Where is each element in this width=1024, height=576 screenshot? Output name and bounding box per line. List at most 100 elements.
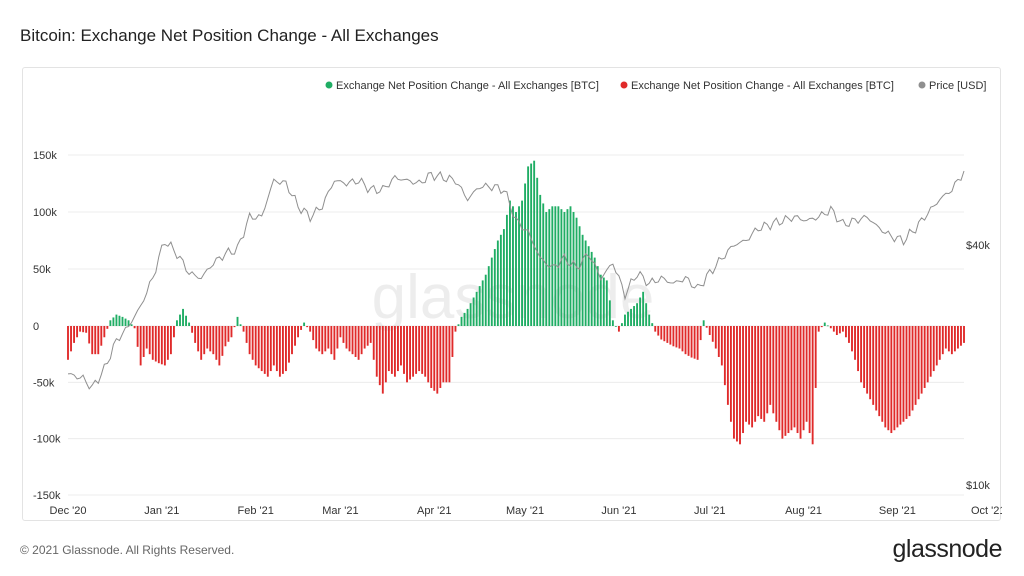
bar (608, 300, 611, 326)
bar (766, 326, 769, 414)
bar (436, 326, 439, 394)
bar (814, 326, 817, 388)
y-tick-label: 150k (33, 150, 57, 162)
bar (285, 326, 287, 372)
bar (448, 326, 451, 383)
legend-label: Price [USD] (929, 80, 986, 92)
bar (675, 326, 678, 348)
bar (191, 326, 194, 333)
bar (333, 326, 336, 360)
bar (944, 326, 947, 349)
bar (360, 326, 363, 355)
bar (439, 326, 442, 388)
bar (424, 326, 427, 377)
bar (890, 326, 893, 434)
bar (97, 326, 100, 355)
bar (445, 326, 448, 383)
bar (278, 326, 281, 377)
bar (342, 326, 345, 343)
bars-group (67, 160, 965, 445)
bar (330, 326, 333, 355)
bar (820, 326, 823, 328)
bar (339, 326, 342, 338)
bar (315, 326, 318, 349)
bar (621, 323, 623, 326)
bar (400, 326, 402, 366)
y-tick-label: -150k (33, 490, 61, 502)
bar (412, 326, 415, 377)
bar (693, 326, 696, 359)
bar (372, 326, 375, 360)
bar (336, 326, 339, 349)
bar (708, 326, 711, 336)
bar (163, 326, 166, 366)
bar (209, 326, 212, 352)
bar (624, 314, 626, 326)
bar (306, 326, 309, 328)
bar (94, 326, 97, 355)
bar (551, 206, 554, 326)
bar (778, 326, 781, 431)
bar (663, 326, 666, 342)
bar (714, 326, 717, 349)
bar (881, 326, 884, 422)
bar (590, 251, 593, 326)
bar (67, 326, 69, 360)
price-line-group (67, 170, 965, 390)
bar (793, 326, 796, 428)
bar (611, 320, 614, 326)
bar (91, 326, 94, 355)
page-title: Bitcoin: Exchange Net Position Change - … (20, 26, 439, 45)
bar (772, 326, 775, 414)
bar (357, 326, 360, 360)
bar (442, 326, 445, 383)
x-tick-label: Oct '21 (971, 505, 1002, 517)
bar (451, 326, 454, 357)
bar (872, 326, 875, 405)
bar (248, 326, 251, 355)
bar (866, 326, 869, 394)
bar (390, 326, 393, 374)
bar (684, 326, 687, 355)
chart[interactable]: glassnode 150k100k50k0-50k-100k-150kDec … (23, 68, 1002, 522)
x-tick-label: Dec '20 (50, 505, 87, 517)
chart-panel: glassnode 150k 100k 50k 0 -50k -100k -150k Dec … (22, 67, 1002, 522)
bar (73, 326, 75, 343)
bar (157, 326, 160, 364)
bar (566, 209, 569, 326)
bar (263, 326, 266, 374)
bar (630, 308, 632, 326)
bar (200, 326, 203, 360)
bar (148, 326, 151, 355)
bar (230, 326, 233, 338)
legend[interactable]: Exchange Net Position Change - All Excha… (325, 80, 987, 92)
bar (711, 326, 714, 342)
bar (617, 326, 620, 332)
bar (79, 326, 82, 332)
legend-label: Exchange Net Position Change - All Excha… (336, 80, 599, 92)
bar (139, 326, 142, 366)
bar (739, 326, 741, 445)
bar (920, 326, 923, 394)
bar (633, 306, 635, 326)
bar (478, 286, 481, 326)
bar (884, 326, 887, 428)
bar (291, 326, 293, 355)
bar (593, 257, 596, 326)
bar (251, 326, 254, 360)
bar (533, 160, 536, 326)
bar (935, 326, 938, 366)
bar (648, 314, 651, 326)
bar (669, 326, 672, 345)
bar (584, 240, 587, 326)
bar (754, 326, 757, 422)
bar (599, 274, 602, 326)
bar (475, 291, 478, 326)
bar (518, 206, 520, 326)
bar (321, 326, 324, 355)
bar (427, 326, 430, 383)
bar (70, 326, 72, 352)
bar (521, 200, 523, 326)
bar (690, 326, 693, 358)
bar (318, 326, 321, 352)
